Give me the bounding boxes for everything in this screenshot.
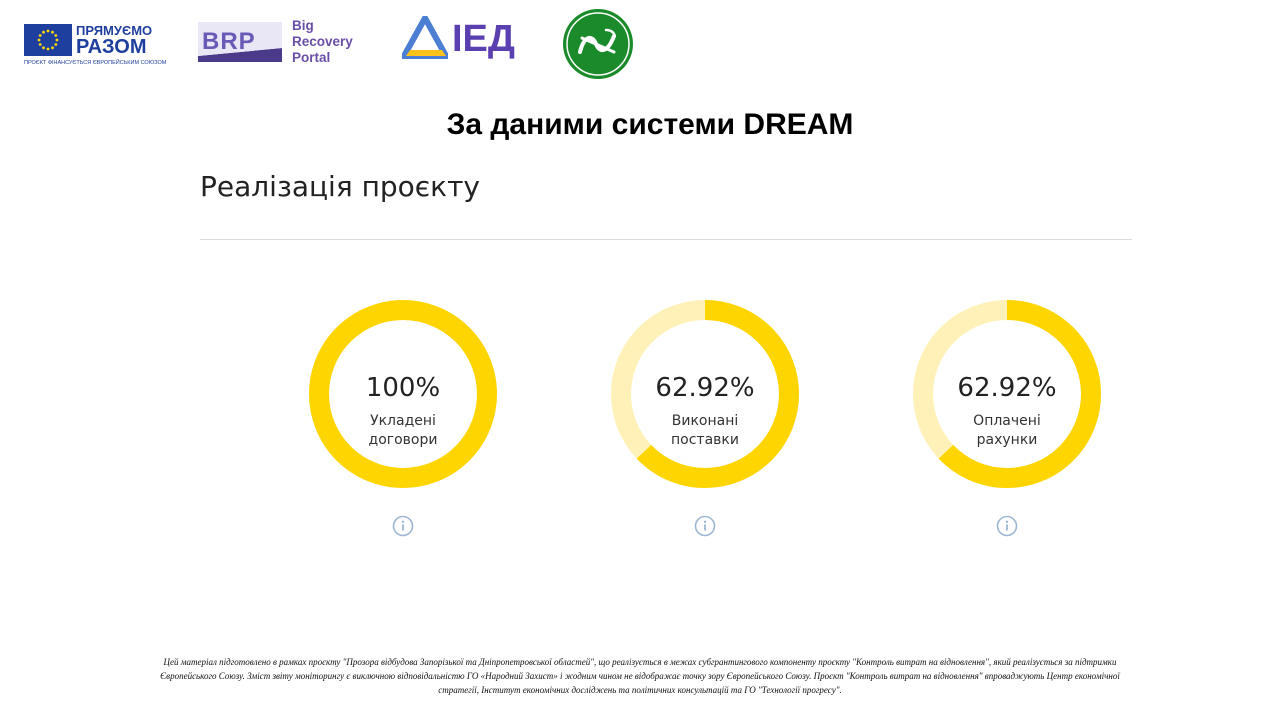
eu-logo-subtitle: ПРОЄКТ ФІНАНСУЄТЬСЯ ЄВРОПЕЙСЬКИМ СОЮЗОМ bbox=[24, 60, 167, 66]
divider bbox=[200, 239, 1132, 240]
metric-label: Виконані поставки bbox=[645, 412, 765, 450]
ied-logo-letters: ІЕД bbox=[452, 18, 515, 60]
footer-line3: стратегії, Інститут економічних дослідже… bbox=[438, 685, 842, 695]
brp-logo-line1: Big bbox=[292, 18, 314, 33]
brp-logo-line2: Recovery bbox=[292, 34, 353, 49]
footer-line1: Цей матеріал підготовлено в рамках проєк… bbox=[163, 657, 1117, 667]
donut-progress-arc bbox=[309, 300, 497, 488]
metric-value: 100% bbox=[365, 373, 441, 403]
metric-label-line1: Оплачені bbox=[973, 413, 1041, 429]
brp-logo: BRP Big Recovery Portal bbox=[198, 18, 373, 68]
metric-value: 62.92% bbox=[655, 373, 755, 403]
metric-card-contracts: 100% Укладені договори bbox=[308, 298, 498, 543]
page-heading: За даними системи DREAM bbox=[446, 108, 854, 141]
eu-logo: ПРЯМУЄМО РАЗОМ ПРОЄКТ ФІНАНСУЄТЬСЯ ЄВРОП… bbox=[24, 20, 167, 70]
brp-logo-text: Big Recovery Portal bbox=[292, 18, 353, 66]
donut-progress-arc bbox=[913, 300, 1101, 488]
brp-logo-letters: BRP bbox=[202, 28, 256, 55]
donut-chart bbox=[913, 300, 1101, 488]
donut-progress-arc bbox=[611, 300, 799, 488]
brp-logo-mark: BRP bbox=[198, 22, 282, 62]
info-icon[interactable] bbox=[392, 515, 414, 537]
metric-label-line2: договори bbox=[368, 432, 438, 448]
nz-logo bbox=[562, 8, 634, 80]
footer-line2: Європейського Союзу. Зміст звіту монітор… bbox=[160, 671, 1120, 681]
metric-label-line2: поставки bbox=[671, 432, 739, 448]
eu-logo-line1: ПРЯМУЄМО bbox=[76, 23, 153, 38]
eu-logo-line2: РАЗОМ bbox=[76, 36, 147, 58]
metric-value: 62.92% bbox=[957, 373, 1057, 403]
metric-label: Оплачені рахунки bbox=[947, 412, 1067, 450]
brp-logo-line3: Portal bbox=[292, 50, 331, 65]
eu-flag-icon bbox=[24, 24, 72, 56]
info-icon[interactable] bbox=[694, 515, 716, 537]
metric-label-line2: рахунки bbox=[976, 432, 1038, 448]
ied-triangle-icon bbox=[398, 11, 452, 59]
logo-bar: ПРЯМУЄМО РАЗОМ ПРОЄКТ ФІНАНСУЄТЬСЯ ЄВРОП… bbox=[0, 0, 1280, 90]
info-icon[interactable] bbox=[996, 515, 1018, 537]
nz-emblem-icon bbox=[563, 9, 633, 79]
footer-disclaimer: Цей матеріал підготовлено в рамках проєк… bbox=[40, 655, 1240, 697]
donut-chart bbox=[309, 300, 497, 488]
metric-label-line1: Укладені bbox=[370, 413, 436, 429]
donut-chart bbox=[611, 300, 799, 488]
section-title: Реалізація проєкту bbox=[200, 170, 480, 203]
metric-card-deliveries: 62.92% Виконані поставки bbox=[610, 298, 800, 543]
metric-card-payments: 62.92% Оплачені рахунки bbox=[912, 298, 1102, 543]
metric-label-line1: Виконані bbox=[671, 413, 739, 429]
eu-logo-text: ПРЯМУЄМО РАЗОМ bbox=[76, 24, 152, 57]
ied-logo: ІЕД bbox=[398, 11, 528, 62]
metric-label: Укладені договори bbox=[343, 412, 463, 450]
